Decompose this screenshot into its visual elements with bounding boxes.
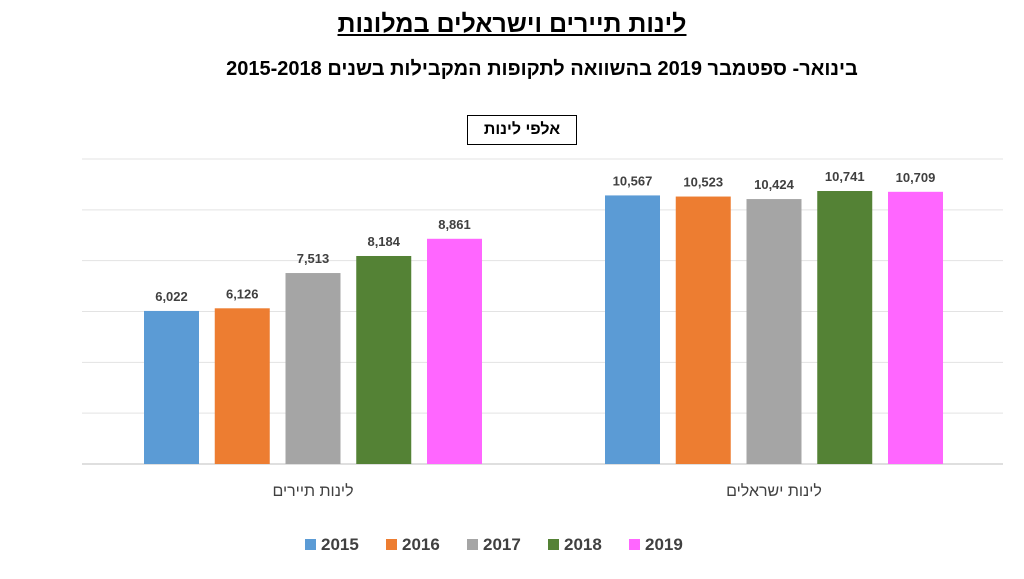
bar-2017-israelis	[746, 199, 802, 464]
bar-2018-tourists	[356, 255, 412, 464]
unit-label-box: אלפי לינות	[467, 115, 577, 145]
category-labels: לינות תיירים לינות ישראלים	[272, 482, 821, 500]
legend-label: 2015	[321, 535, 359, 554]
legend-swatch	[548, 539, 559, 550]
legend-swatch	[467, 539, 478, 550]
data-label: 6,022	[155, 289, 188, 304]
category-label: לינות ישראלים	[726, 482, 822, 500]
data-label: 8,861	[438, 217, 471, 232]
data-label: 10,709	[896, 170, 936, 185]
bar-2016-tourists	[214, 308, 270, 464]
bar-2019-tourists	[427, 238, 482, 464]
bar-2015-israelis	[605, 195, 660, 464]
chart-subtitle: בינואר- ספטמבר 2019 בהשוואה לתקופות המקב…	[226, 58, 858, 80]
legend-swatch	[629, 539, 640, 550]
data-label: 10,424	[754, 177, 795, 192]
legend-swatch	[305, 539, 316, 550]
bar-2016-israelis	[675, 196, 731, 465]
legend-swatch	[386, 539, 397, 550]
legend: 2015 2016 2017 2018 2019	[305, 535, 683, 554]
legend-label: 2019	[645, 535, 683, 554]
data-label: 10,741	[825, 169, 865, 184]
bar-2018-israelis	[817, 190, 873, 465]
data-label: 10,567	[613, 173, 653, 188]
bars	[144, 190, 943, 465]
legend-label: 2018	[564, 535, 602, 554]
legend-label: 2017	[483, 535, 521, 554]
data-label: 10,523	[683, 175, 723, 190]
data-labels: 6,022 6,126 7,513 8,184 8,861 10,567 10,523 10,…	[155, 169, 935, 304]
data-label: 6,126	[226, 286, 259, 301]
bar-2017-tourists	[285, 273, 341, 464]
bar-2019-israelis	[888, 191, 943, 464]
data-label: 8,184	[367, 234, 400, 249]
bar-2015-tourists	[144, 310, 199, 464]
data-label: 7,513	[297, 251, 330, 266]
category-label: לינות תיירים	[272, 482, 353, 500]
legend-label: 2016	[402, 535, 440, 554]
chart-title: לינות תיירים וישראלים במלונות	[337, 10, 687, 38]
